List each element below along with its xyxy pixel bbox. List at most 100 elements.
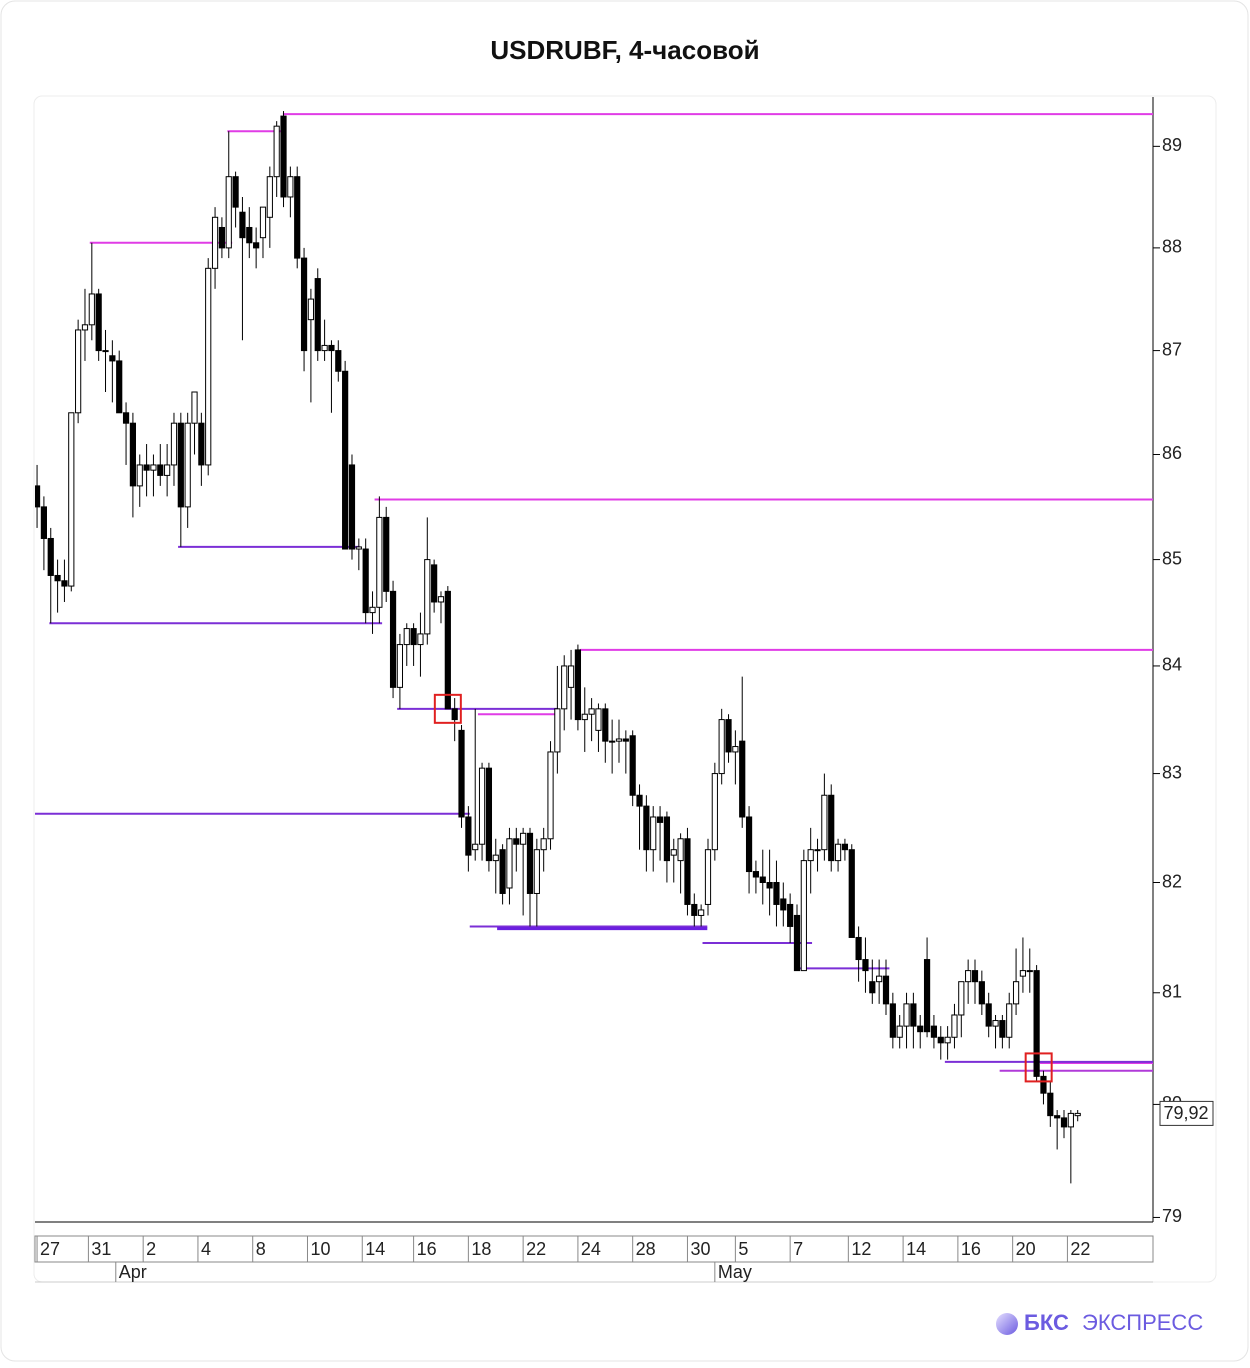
candle-body bbox=[177, 422, 184, 508]
candle-body bbox=[985, 1003, 992, 1027]
candle-body bbox=[362, 548, 369, 614]
y-tick-label: 82 bbox=[1162, 871, 1182, 891]
candle-body bbox=[773, 882, 780, 905]
x-tick-label: 7 bbox=[793, 1239, 803, 1259]
candle-body bbox=[116, 360, 123, 414]
candle-body bbox=[88, 293, 95, 326]
candle-body bbox=[855, 936, 862, 961]
candle-body bbox=[211, 216, 219, 269]
candle-body bbox=[930, 1025, 938, 1038]
candle-body bbox=[615, 738, 623, 742]
candle-body bbox=[992, 1020, 999, 1027]
candle-body bbox=[102, 350, 109, 353]
candle-body bbox=[225, 176, 232, 249]
candle-body bbox=[321, 344, 328, 352]
plot bbox=[35, 111, 1153, 1184]
candle-body bbox=[1033, 970, 1040, 1077]
candle-body bbox=[999, 1020, 1006, 1038]
y-tick-label: 87 bbox=[1162, 339, 1182, 359]
candle-body bbox=[520, 832, 527, 845]
candle-body bbox=[561, 665, 568, 710]
candle-body bbox=[1047, 1092, 1054, 1117]
candle-body bbox=[68, 412, 75, 587]
axes: 7980818283848586878889273124810141618222… bbox=[36, 135, 1214, 1282]
candle-body bbox=[485, 767, 493, 862]
x-tick-label: 31 bbox=[91, 1239, 111, 1259]
x-tick-label: 22 bbox=[1070, 1239, 1090, 1259]
candle-body bbox=[923, 959, 931, 1033]
candle-body bbox=[239, 211, 246, 239]
y-tick-label: 83 bbox=[1162, 762, 1182, 782]
candle-body bbox=[725, 719, 732, 753]
candle-body bbox=[444, 590, 451, 710]
x-tick-label: 5 bbox=[738, 1239, 748, 1259]
x-tick-label: 16 bbox=[961, 1239, 981, 1259]
candle-body bbox=[732, 746, 739, 753]
candle-body bbox=[643, 805, 650, 851]
signal-marker bbox=[433, 693, 462, 724]
candle-body bbox=[294, 176, 301, 259]
candle-body bbox=[766, 882, 773, 889]
candle-body bbox=[958, 981, 965, 1016]
candle-body bbox=[595, 708, 602, 731]
candle-body bbox=[451, 708, 458, 721]
candle-body bbox=[273, 125, 280, 178]
candle-body bbox=[280, 115, 287, 198]
candle-body bbox=[547, 751, 554, 840]
x-tick-label: 2 bbox=[146, 1239, 156, 1259]
candle-body bbox=[150, 464, 157, 471]
candle-body bbox=[246, 226, 253, 244]
y-tick-label: 81 bbox=[1162, 982, 1182, 1002]
candle-body bbox=[191, 391, 198, 424]
candle-body bbox=[677, 838, 684, 862]
candle-body bbox=[629, 735, 636, 796]
candle-body bbox=[458, 729, 465, 818]
candle-body bbox=[389, 590, 397, 688]
candle-body bbox=[869, 981, 876, 994]
y-tick-label: 85 bbox=[1162, 548, 1182, 568]
y-tick-label: 84 bbox=[1162, 655, 1182, 675]
x-tick-label: 20 bbox=[1016, 1239, 1036, 1259]
candle-body bbox=[342, 370, 349, 550]
candle-body bbox=[403, 628, 410, 646]
last-price-label: 79,92 bbox=[1163, 1103, 1208, 1123]
candle-body bbox=[259, 206, 267, 239]
candle-body bbox=[437, 596, 445, 603]
candle-body bbox=[896, 1025, 903, 1038]
candle-body bbox=[253, 242, 260, 249]
candle-body bbox=[622, 738, 629, 742]
candle-body bbox=[122, 412, 130, 424]
signal-marker bbox=[1024, 1052, 1053, 1083]
candle-body bbox=[314, 278, 321, 352]
candle-body bbox=[691, 903, 698, 916]
x-axis-strip bbox=[34, 1235, 1154, 1263]
x-tick-label: 24 bbox=[581, 1239, 601, 1259]
candle-body bbox=[424, 559, 431, 635]
candle-body bbox=[739, 740, 746, 818]
candle-body bbox=[335, 350, 342, 372]
candle-body bbox=[574, 649, 582, 721]
month-label: May bbox=[718, 1262, 752, 1282]
candle-body bbox=[876, 975, 883, 983]
candle-body bbox=[609, 740, 616, 743]
candle-body bbox=[376, 516, 383, 608]
candle-body bbox=[1054, 1115, 1061, 1119]
x-tick-label: 14 bbox=[906, 1239, 926, 1259]
x-tick-label: 10 bbox=[310, 1239, 330, 1259]
candle-body bbox=[136, 464, 143, 487]
candle-body bbox=[533, 849, 540, 894]
candle-body bbox=[47, 537, 54, 576]
x-tick-label: 12 bbox=[851, 1239, 871, 1259]
candle-body bbox=[978, 981, 985, 1005]
candle-body bbox=[109, 355, 116, 362]
candle-body bbox=[54, 574, 61, 582]
candle-body bbox=[910, 1003, 917, 1027]
candle-body bbox=[663, 816, 671, 862]
x-tick-label: 30 bbox=[690, 1239, 710, 1259]
candle-body bbox=[828, 794, 835, 862]
candle-body bbox=[951, 1014, 958, 1038]
candle-body bbox=[780, 898, 787, 911]
candle-body bbox=[903, 1003, 910, 1027]
